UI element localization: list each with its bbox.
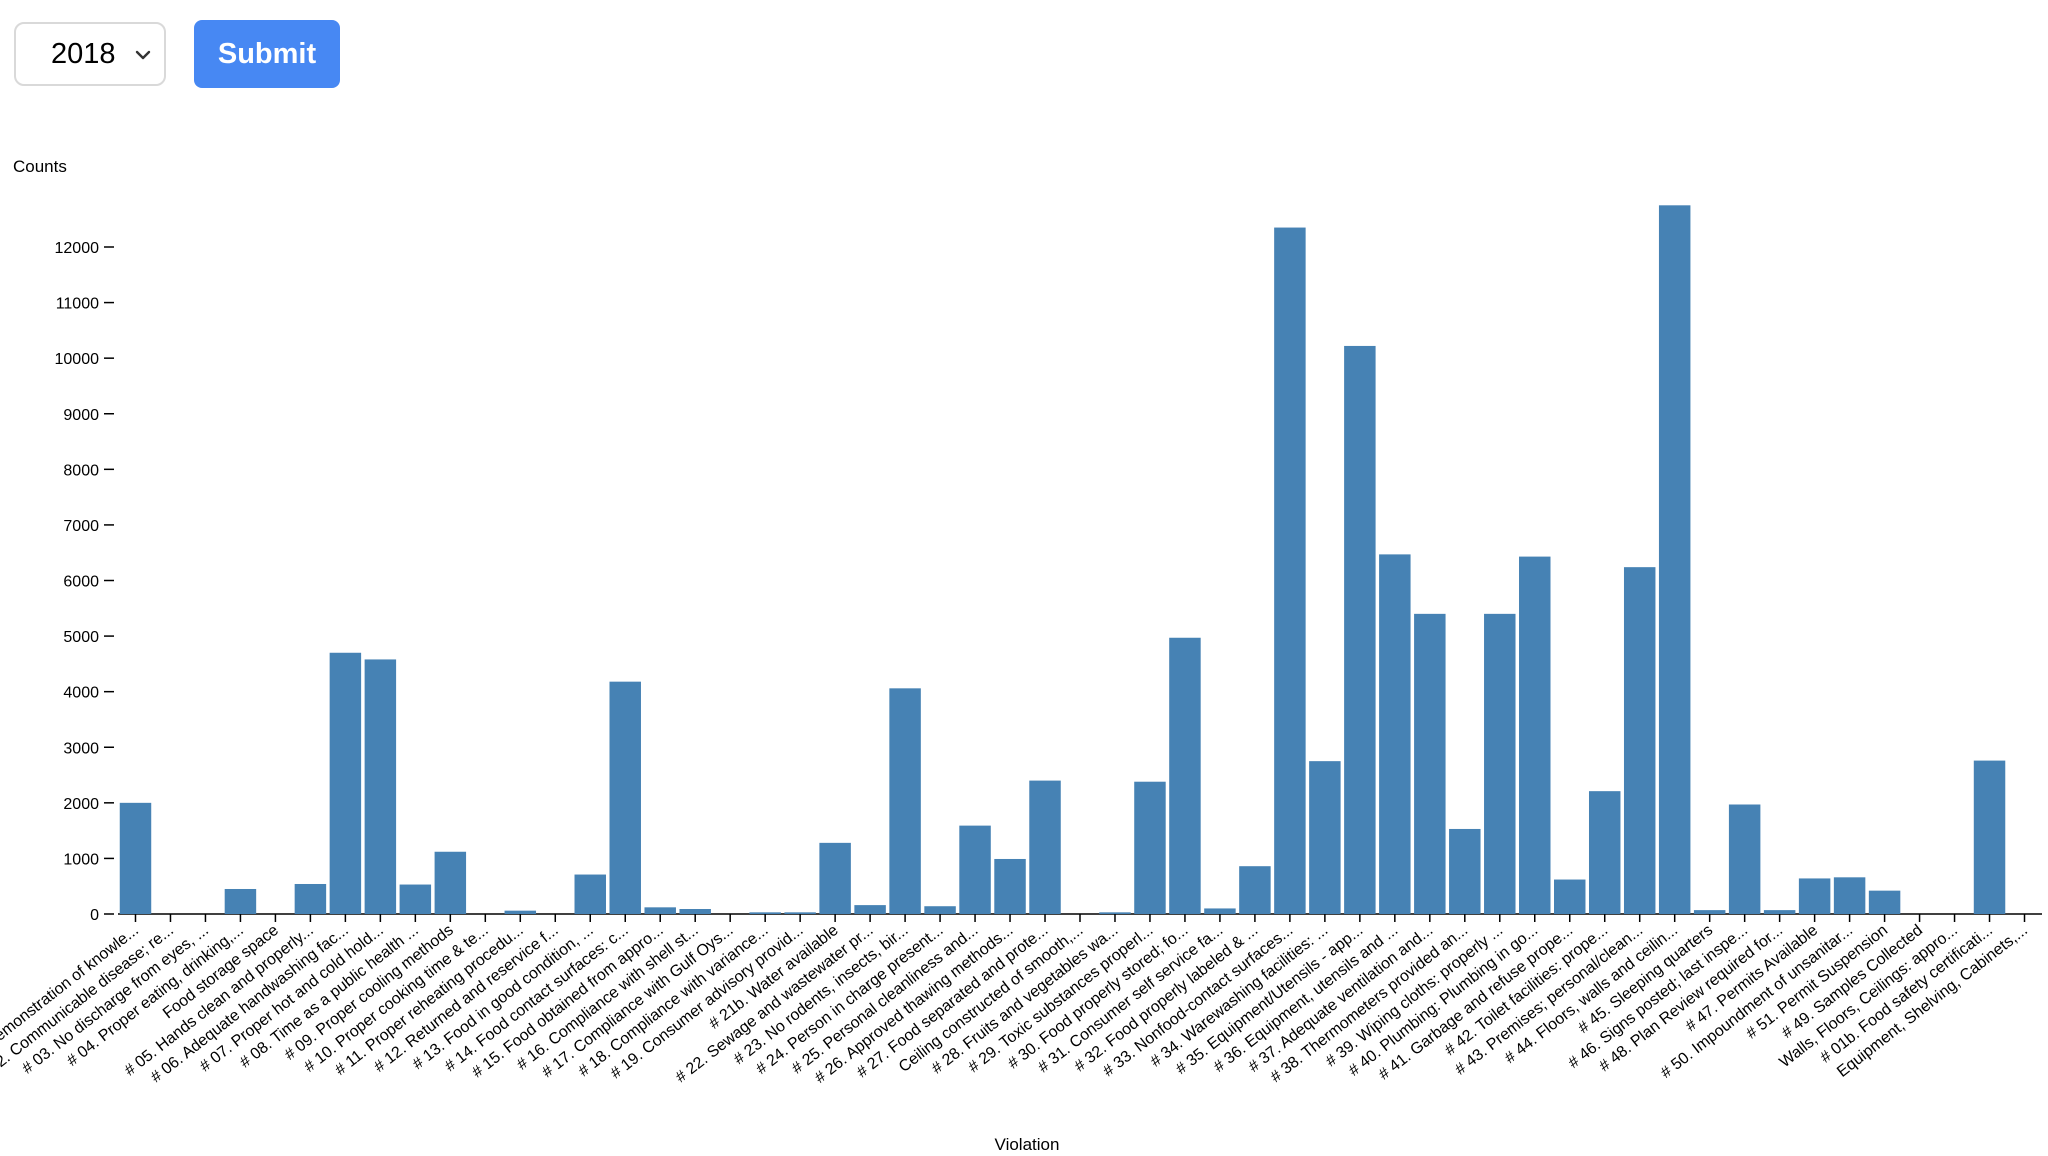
bar[interactable] — [1658, 205, 1691, 914]
y-axis-title: Counts — [13, 157, 67, 176]
y-tick-label: 4000 — [63, 685, 99, 702]
y-axis-ticks: 0 1000 2000 3000 4000 5000 6000 7000 8000 9000 100… — [55, 240, 114, 924]
bar[interactable] — [1204, 908, 1236, 914]
bar[interactable] — [889, 688, 921, 914]
bar[interactable] — [504, 910, 537, 914]
x-axis-title: Violation — [995, 1135, 1060, 1154]
y-tick-label: 6000 — [63, 574, 99, 591]
bar[interactable] — [609, 681, 641, 914]
bar[interactable] — [119, 802, 152, 914]
bar[interactable] — [1693, 910, 1726, 914]
y-tick-label: 0 — [90, 907, 99, 924]
bar[interactable] — [1798, 878, 1831, 914]
submit-button[interactable]: Submit — [194, 20, 340, 88]
y-tick-label: 3000 — [63, 740, 99, 757]
y-tick-label: 11000 — [56, 296, 99, 313]
bar[interactable] — [749, 912, 781, 914]
bar[interactable] — [1379, 554, 1411, 914]
bar[interactable] — [399, 884, 432, 914]
bar[interactable] — [1239, 866, 1271, 914]
y-tick-label: 1000 — [63, 851, 99, 868]
bar[interactable] — [679, 909, 711, 914]
chevron-down-icon — [135, 50, 151, 60]
y-tick-label: 7000 — [63, 518, 99, 535]
bar[interactable] — [1833, 877, 1866, 914]
bar[interactable] — [1029, 780, 1061, 914]
bar[interactable] — [1134, 781, 1166, 914]
bar[interactable] — [924, 906, 956, 914]
bar[interactable] — [294, 883, 327, 914]
bar[interactable] — [224, 888, 257, 914]
y-tick-label: 10000 — [55, 351, 100, 368]
bar[interactable] — [1309, 761, 1341, 914]
bar[interactable] — [1099, 912, 1131, 914]
bar[interactable] — [1728, 804, 1761, 915]
x-axis-ticks: Demonstration of knowle...# 02. Communic… — [0, 914, 2031, 1087]
bar[interactable] — [434, 851, 467, 914]
bar[interactable] — [854, 905, 886, 914]
bar[interactable] — [364, 659, 397, 914]
bar[interactable] — [1554, 879, 1586, 914]
bar[interactable] — [1973, 760, 2006, 914]
bar[interactable] — [1344, 345, 1376, 914]
bar[interactable] — [959, 825, 991, 914]
bar[interactable] — [329, 652, 362, 914]
y-tick-label: 5000 — [63, 629, 99, 646]
bars — [119, 205, 2006, 915]
bar[interactable] — [784, 912, 816, 914]
bar[interactable] — [1169, 637, 1201, 914]
y-tick-label: 8000 — [63, 462, 99, 479]
bar[interactable] — [1588, 791, 1621, 914]
bar[interactable] — [1414, 613, 1446, 914]
bar[interactable] — [1449, 828, 1481, 914]
bar[interactable] — [644, 907, 676, 914]
year-select-value: 2018 — [51, 37, 116, 70]
y-tick-label: 9000 — [63, 407, 99, 424]
bar[interactable] — [1868, 890, 1901, 914]
bar[interactable] — [1519, 556, 1551, 914]
y-tick-label: 12000 — [55, 240, 100, 257]
bar[interactable] — [1763, 910, 1796, 914]
bar[interactable] — [1484, 613, 1516, 914]
bar[interactable] — [574, 874, 606, 914]
bar[interactable] — [1274, 227, 1306, 915]
bar[interactable] — [819, 842, 851, 914]
y-tick-label: 2000 — [63, 796, 99, 813]
bar[interactable] — [1623, 567, 1656, 914]
bar[interactable] — [994, 858, 1026, 914]
year-select[interactable]: 2018 — [14, 22, 166, 86]
